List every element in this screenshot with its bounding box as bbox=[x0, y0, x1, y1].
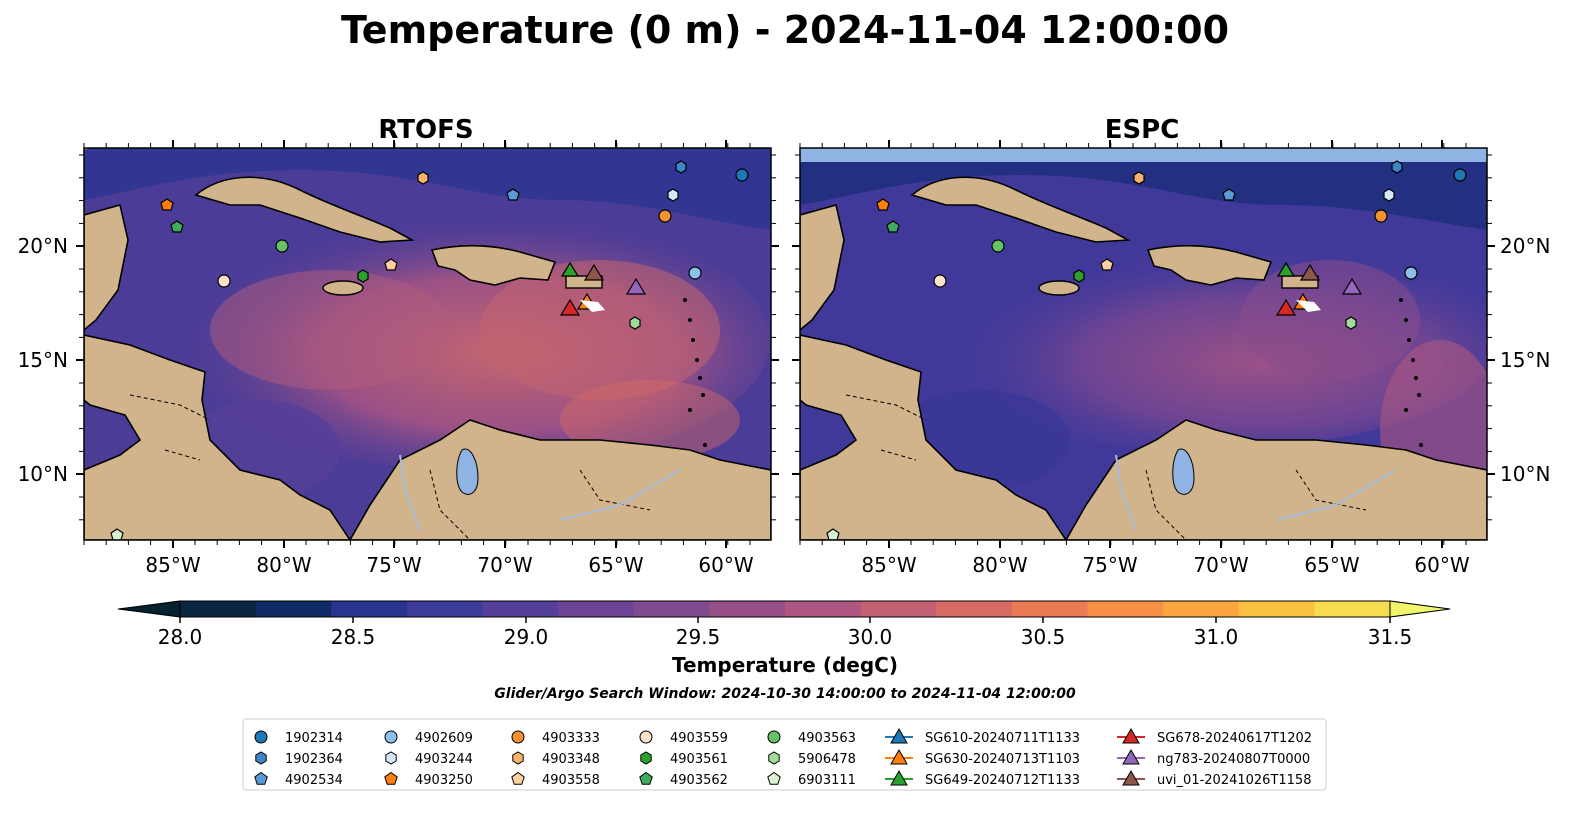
map-axes: 85°W 80°W 75°W 70°W 65°W 60°W 20°N 15°N 10°N 85°W… bbox=[18, 140, 1550, 577]
colorbar-segment bbox=[1011, 601, 1088, 617]
legend-circle-marker bbox=[639, 730, 653, 744]
lon-tick-label: 65°W bbox=[1304, 553, 1359, 577]
legend-triangle-marker bbox=[1122, 748, 1140, 765]
colorbar-segment bbox=[936, 601, 1013, 617]
lon-tick-label: 60°W bbox=[1414, 553, 1469, 577]
colorbar-tick-label: 29.0 bbox=[504, 625, 549, 649]
colorbar-segment bbox=[1087, 601, 1164, 617]
colorbar-tick-label: 31.0 bbox=[1194, 625, 1239, 649]
legend-label: 4903348 bbox=[542, 752, 600, 767]
legend-label: 4903558 bbox=[542, 773, 600, 788]
colorbar-segment bbox=[482, 601, 559, 617]
colorbar-segment bbox=[633, 601, 710, 617]
colorbar-label: Temperature (degC) bbox=[672, 653, 898, 677]
lon-tick-label: 80°W bbox=[972, 553, 1027, 577]
lon-tick-label: 85°W bbox=[861, 553, 916, 577]
colorbar-tick-label: 31.5 bbox=[1368, 625, 1413, 649]
legend-circle-marker bbox=[384, 730, 398, 744]
colorbar-segment bbox=[1314, 601, 1391, 617]
lon-tick-label: 75°W bbox=[1082, 553, 1137, 577]
lon-tick-label: 65°W bbox=[588, 553, 643, 577]
legend-pentagon-marker bbox=[511, 771, 525, 785]
colorbar-extend-high bbox=[1389, 600, 1451, 618]
legend-pentagon-marker bbox=[767, 771, 781, 785]
legend-label: 4902534 bbox=[285, 773, 343, 788]
legend-hexagon-marker bbox=[512, 751, 524, 765]
colorbar-segment bbox=[1238, 601, 1315, 617]
panel-title-espc: ESPC bbox=[1105, 115, 1180, 145]
lon-tick-label: 75°W bbox=[366, 553, 421, 577]
legend-label: 5906478 bbox=[798, 752, 856, 767]
lat-tick-label: 10°N bbox=[18, 462, 68, 486]
colorbar-segment bbox=[1163, 601, 1240, 617]
legend-hexagon-marker bbox=[640, 751, 652, 765]
legend-pentagon-marker bbox=[384, 771, 398, 785]
colorbar-segment bbox=[709, 601, 786, 617]
legend-triangle-marker bbox=[1122, 727, 1140, 744]
legend-triangle-marker bbox=[1122, 769, 1140, 786]
legend-label: 4903562 bbox=[670, 773, 728, 788]
colorbar-tick-label: 28.0 bbox=[158, 625, 203, 649]
legend-label: 4903333 bbox=[542, 731, 600, 746]
panel-title-rtofs: RTOFS bbox=[378, 115, 473, 145]
colorbar-tick-label: 29.5 bbox=[676, 625, 721, 649]
lon-tick-label: 70°W bbox=[477, 553, 532, 577]
legend-label: SG610-20240711T1133 bbox=[925, 731, 1080, 746]
colorbar-segment bbox=[785, 601, 862, 617]
map-rtofs bbox=[84, 148, 771, 540]
colorbar-segment bbox=[180, 601, 257, 617]
legend-label: ng783-20240807T0000 bbox=[1157, 752, 1310, 767]
map-frame-rtofs bbox=[83, 147, 772, 541]
legend-circle-marker bbox=[511, 730, 525, 744]
legend-label: 6903111 bbox=[798, 773, 856, 788]
search-window-caption: Glider/Argo Search Window: 2024-10-30 14… bbox=[494, 686, 1076, 702]
legend: 1902314 1902364 4902534 4902609 4903244 49032… bbox=[254, 727, 1312, 788]
map-espc bbox=[800, 148, 1487, 540]
colorbar-segment bbox=[558, 601, 635, 617]
legend-label: SG649-20240712T1133 bbox=[925, 773, 1080, 788]
colorbar-segment bbox=[255, 601, 332, 617]
map-frame-espc bbox=[799, 147, 1488, 541]
figure-title: Temperature (0 m) - 2024-11-04 12:00:00 bbox=[341, 8, 1229, 52]
legend-label: 4902609 bbox=[415, 731, 473, 746]
legend-label: 4903559 bbox=[670, 731, 728, 746]
legend-hexagon-marker bbox=[385, 751, 397, 765]
lat-tick-label: 20°N bbox=[18, 234, 68, 258]
colorbar: 28.0 28.5 29.0 29.5 30.0 30.5 31.0 31.5 bbox=[117, 600, 1451, 649]
legend-pentagon-marker bbox=[254, 771, 268, 785]
legend-label: 1902314 bbox=[285, 731, 343, 746]
colorbar-tick-label: 30.5 bbox=[1021, 625, 1066, 649]
colorbar-segment bbox=[331, 601, 408, 617]
colorbar-tick-label: 28.5 bbox=[331, 625, 376, 649]
legend-triangle-marker bbox=[890, 748, 908, 765]
lat-tick-label: 20°N bbox=[1500, 234, 1550, 258]
legend-label: 4903244 bbox=[415, 752, 473, 767]
legend-label: 4903561 bbox=[670, 752, 728, 767]
legend-label: uvi_01-20241026T1158 bbox=[1157, 773, 1311, 788]
lat-tick-label: 15°N bbox=[1500, 348, 1550, 372]
lat-tick-label: 10°N bbox=[1500, 462, 1550, 486]
legend-pentagon-marker bbox=[639, 771, 653, 785]
lon-tick-label: 60°W bbox=[698, 553, 753, 577]
legend-triangle-marker bbox=[890, 727, 908, 744]
legend-label: SG630-20240713T1103 bbox=[925, 752, 1080, 767]
legend-hexagon-marker bbox=[768, 751, 780, 765]
legend-hexagon-marker bbox=[255, 751, 267, 765]
lon-tick-label: 85°W bbox=[145, 553, 200, 577]
legend-circle-marker bbox=[767, 730, 781, 744]
legend-triangle-marker bbox=[890, 769, 908, 786]
colorbar-extend-low bbox=[117, 600, 181, 618]
legend-circle-marker bbox=[254, 730, 268, 744]
lat-tick-label: 15°N bbox=[18, 348, 68, 372]
colorbar-segment bbox=[860, 601, 937, 617]
lon-tick-label: 70°W bbox=[1193, 553, 1248, 577]
legend-label: 4903250 bbox=[415, 773, 473, 788]
colorbar-tick-label: 30.0 bbox=[848, 625, 893, 649]
colorbar-segment bbox=[406, 601, 483, 617]
lon-tick-label: 80°W bbox=[256, 553, 311, 577]
legend-label: 1902364 bbox=[285, 752, 343, 767]
legend-label: SG678-20240617T1202 bbox=[1157, 731, 1312, 746]
legend-label: 4903563 bbox=[798, 731, 856, 746]
